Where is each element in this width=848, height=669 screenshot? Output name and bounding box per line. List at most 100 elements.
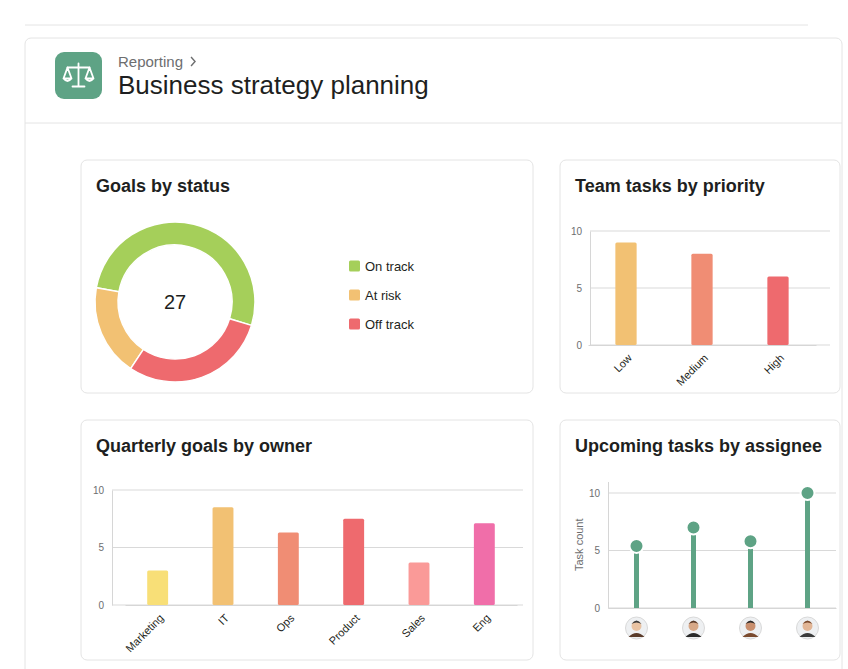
y-axis-line	[608, 482, 609, 609]
y-axis-line	[590, 232, 591, 346]
y-tick-label: 0	[98, 600, 104, 611]
y-tick: 5	[594, 545, 608, 556]
lollipop-stem	[634, 546, 639, 608]
x-tick: Low	[611, 345, 634, 374]
donut-slice	[131, 319, 252, 382]
y-tick: 0	[594, 603, 608, 614]
x-tick-label: Medium	[674, 352, 710, 388]
y-tick: 5	[576, 283, 590, 294]
x-tick: Marketing	[123, 605, 166, 654]
x-tick: High	[762, 345, 786, 376]
y-tick-label: 0	[576, 340, 582, 351]
x-tick-label: Low	[611, 352, 634, 375]
y-tick-label: 5	[98, 542, 104, 553]
donut-slice	[95, 288, 143, 369]
chart-title: Upcoming tasks by assignee	[575, 436, 822, 456]
chart-title: Team tasks by priority	[575, 176, 765, 196]
y-axis: 0 5 10	[93, 485, 113, 611]
chart-panel: Quarterly goals by owner0510MarketingITO…	[81, 420, 533, 660]
chart-title: Goals by status	[96, 176, 230, 196]
y-tick: 0	[98, 600, 112, 611]
y-tick-label: 0	[594, 603, 600, 614]
legend: On track At risk Off track	[349, 259, 415, 332]
grid	[112, 490, 523, 605]
avatar[interactable]	[797, 617, 819, 639]
bar	[278, 533, 299, 605]
avatar-frame	[626, 617, 648, 639]
x-tick: Ops	[274, 605, 297, 634]
icon-background	[55, 52, 102, 99]
y-tick-label: 10	[571, 226, 583, 237]
donut-center-label: 27	[164, 291, 186, 313]
lollipop-marker	[801, 486, 815, 500]
y-tick: 10	[589, 488, 608, 499]
grid-line	[590, 231, 830, 232]
bar	[767, 277, 788, 345]
x-tick-label: High	[762, 352, 786, 376]
x-tick-label: Sales	[399, 611, 427, 639]
x-tick: Sales	[399, 605, 427, 640]
legend-swatch	[349, 261, 360, 272]
y-axis-line	[112, 491, 113, 606]
panel-frame	[560, 420, 840, 660]
page-title: Business strategy planning	[118, 70, 429, 100]
legend-label: At risk	[365, 288, 402, 303]
bar	[474, 523, 495, 605]
y-tick: 5	[98, 542, 112, 553]
bar	[409, 562, 430, 605]
breadcrumb[interactable]: Reporting	[118, 53, 183, 70]
legend-swatch	[349, 290, 360, 301]
y-tick: 0	[576, 340, 590, 351]
legend-label: On track	[365, 259, 415, 274]
y-tick-label: 10	[589, 488, 601, 499]
legend-swatch	[349, 319, 360, 330]
x-tick: Product	[327, 605, 362, 647]
icon-stroke	[86, 68, 94, 82]
avatar-face	[803, 621, 813, 631]
y-axis: 0 5 10	[589, 482, 609, 614]
donut: 27	[95, 222, 255, 382]
legend-label: Off track	[365, 317, 414, 332]
bar	[147, 571, 168, 606]
breadcrumb-chevron	[191, 57, 195, 66]
lollipop-stem	[805, 493, 810, 608]
avatar[interactable]	[626, 617, 648, 639]
x-axis-line	[609, 608, 837, 609]
icon-scales	[64, 64, 94, 87]
page-card	[25, 38, 842, 669]
lollipop-marker	[630, 539, 644, 553]
donut-slice	[96, 222, 255, 325]
avatar-body	[686, 633, 702, 637]
plot-marks	[630, 486, 815, 608]
avatar-frame	[797, 617, 819, 639]
avatar[interactable]	[740, 617, 762, 639]
x-axis-line	[126, 605, 518, 606]
icon-stroke	[64, 68, 72, 82]
panel-frame	[560, 160, 840, 393]
avatar-hair	[632, 621, 642, 625]
x-tick-label: Product	[327, 612, 362, 647]
avatar-hair	[689, 621, 699, 625]
avatar-hair	[803, 621, 813, 625]
lollipop-stem	[691, 528, 696, 609]
chart-panel: Upcoming tasks by assignee 0 5 10 Task count	[560, 420, 840, 660]
avatar-frame	[683, 617, 705, 639]
avatar[interactable]	[683, 617, 705, 639]
y-axis-title: Task count	[573, 518, 585, 571]
y-tick: 10	[571, 226, 590, 237]
lollipop-stem	[748, 541, 753, 608]
y-tick: 10	[93, 485, 112, 496]
grid-line	[112, 547, 523, 548]
bar	[615, 242, 636, 345]
plot-marks	[615, 242, 788, 345]
chart-panel: Team tasks by priority 0 5 10 Low Medium High	[560, 160, 840, 393]
x-axis-line	[589, 345, 817, 346]
grid	[608, 493, 836, 608]
chart-panel: Goals by status 27 On track At risk Off trac…	[81, 160, 533, 393]
chart-title: Quarterly goals by owner	[96, 436, 312, 456]
x-tick-label: Marketing	[123, 612, 166, 655]
bar	[213, 507, 234, 605]
x-axis: Low Medium High	[589, 345, 817, 388]
avatar-body	[743, 633, 759, 637]
grid	[590, 231, 830, 345]
